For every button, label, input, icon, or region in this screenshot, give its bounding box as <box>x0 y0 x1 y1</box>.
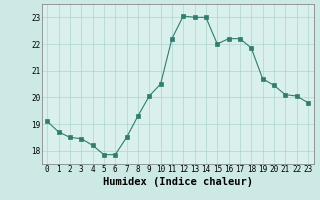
X-axis label: Humidex (Indice chaleur): Humidex (Indice chaleur) <box>103 177 252 187</box>
